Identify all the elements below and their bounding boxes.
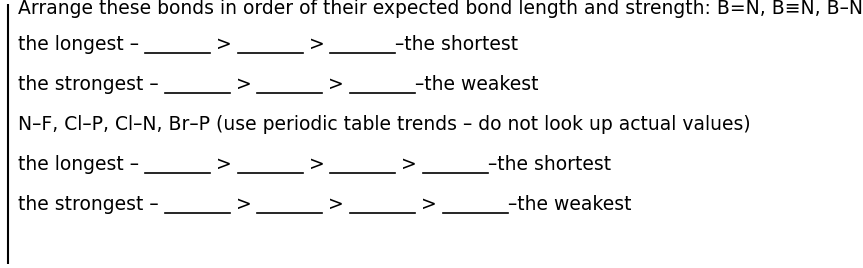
Text: >: > [210, 155, 237, 174]
Text: Arrange these bonds in order of their expected bond length and strength: B=N, B≡: Arrange these bonds in order of their ex… [18, 0, 863, 18]
Text: the longest –: the longest – [18, 35, 145, 54]
Text: >: > [230, 195, 257, 214]
Text: >: > [303, 35, 331, 54]
Text: >: > [303, 155, 331, 174]
Text: the strongest –: the strongest – [18, 195, 165, 214]
Text: –the weakest: –the weakest [415, 75, 539, 94]
Text: the strongest –: the strongest – [18, 75, 165, 94]
Text: >: > [230, 75, 257, 94]
Text: –the shortest: –the shortest [488, 155, 611, 174]
Text: >: > [415, 195, 443, 214]
Text: >: > [395, 155, 423, 174]
Text: –the weakest: –the weakest [507, 195, 632, 214]
Text: N–F, Cl–P, Cl–N, Br–P (use periodic table trends – do not look up actual values): N–F, Cl–P, Cl–N, Br–P (use periodic tabl… [18, 115, 751, 134]
Text: >: > [210, 35, 237, 54]
Text: –the shortest: –the shortest [395, 35, 519, 54]
Text: >: > [323, 75, 350, 94]
Text: >: > [323, 195, 350, 214]
Text: the longest –: the longest – [18, 155, 145, 174]
